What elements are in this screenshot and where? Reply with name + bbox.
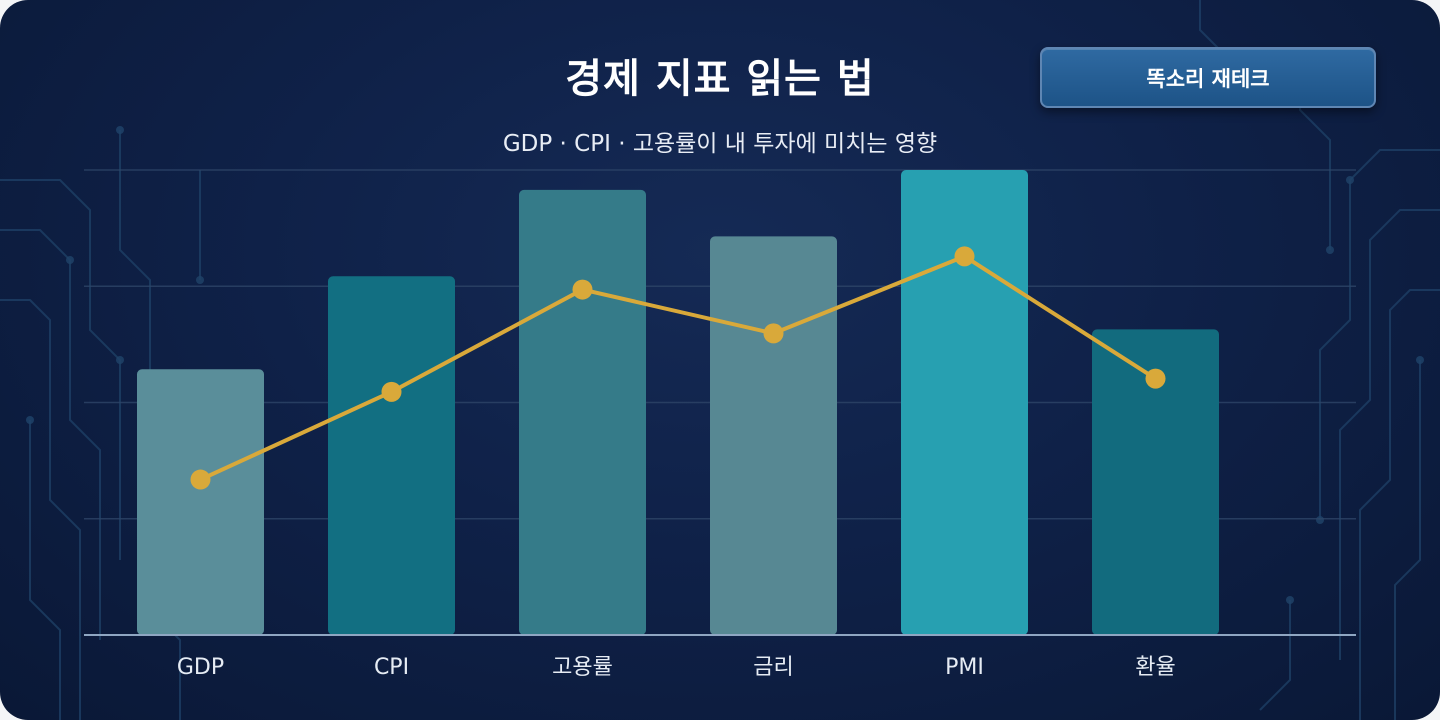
x-tick-label: GDP [177, 655, 224, 680]
trend-point-고용률 [572, 279, 593, 300]
bar-고용률 [519, 189, 646, 635]
brand-badge: 똑소리 재테크 [1040, 47, 1376, 108]
trend-point-CPI [381, 381, 402, 402]
x-tick-label: PMI [945, 655, 984, 680]
bar-환율 [1092, 329, 1219, 635]
trend-point-금리 [763, 323, 784, 344]
bar-GDP [137, 369, 264, 635]
trend-point-환율 [1145, 368, 1166, 389]
x-tick-label: CPI [374, 655, 409, 680]
x-tick-label: 환율 [1135, 655, 1175, 680]
page-title: 경제 지표 읽는 법 [565, 56, 875, 102]
bar-금리 [710, 236, 837, 635]
bar-CPI [328, 276, 455, 635]
bar-PMI [901, 170, 1028, 635]
trend-point-PMI [954, 246, 975, 267]
x-tick-label: 금리 [753, 655, 793, 680]
trend-line [198, 254, 1158, 482]
x-tick-label: 고용률 [552, 655, 613, 680]
page-subtitle: GDP · CPI · 고용률이 내 투자에 미치는 영향 [502, 131, 938, 157]
trend-point-GDP [190, 469, 211, 490]
